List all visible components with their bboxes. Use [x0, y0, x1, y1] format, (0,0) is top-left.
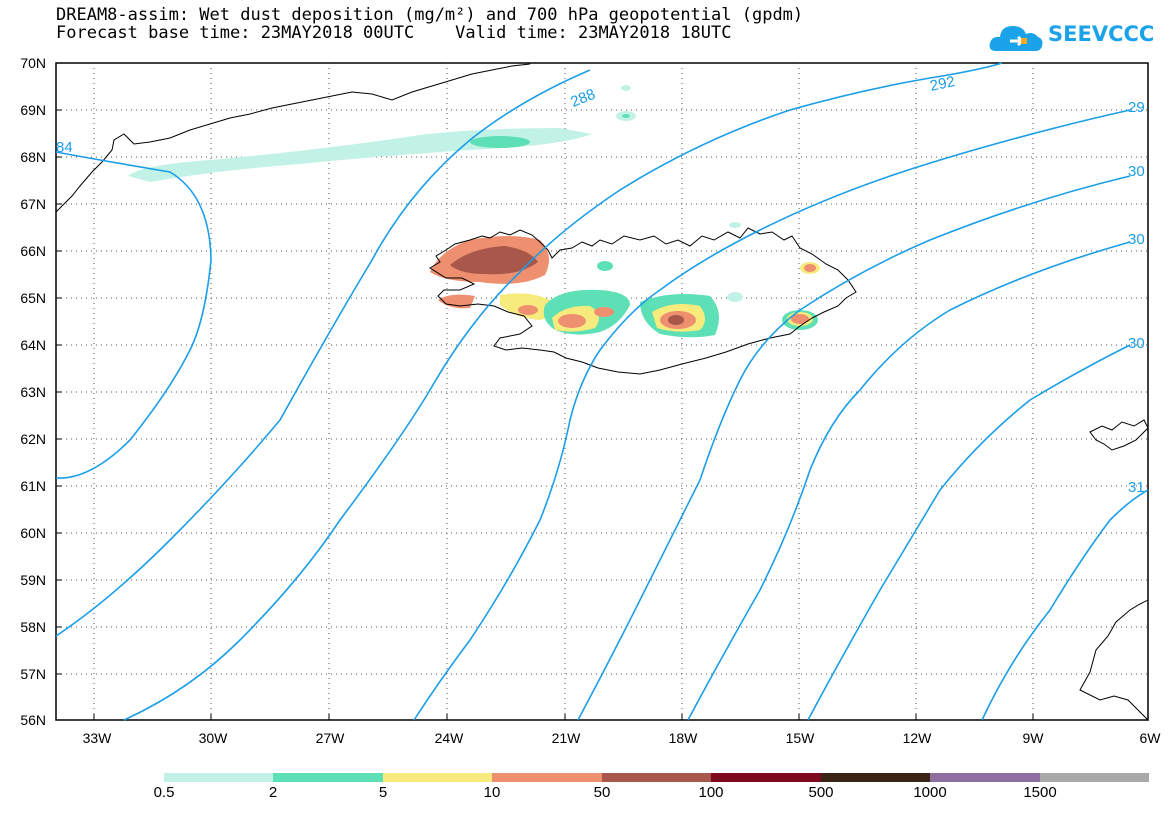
color-legend [164, 773, 1149, 782]
contour-label: 84 [56, 139, 73, 156]
lat-label: 68N [20, 149, 46, 165]
contour-label: 30 [1128, 163, 1145, 180]
lat-label: 63N [20, 384, 46, 400]
map-title-line-2: Forecast base time: 23MAY2018 00UTC Vali… [56, 23, 732, 43]
lat-label: 60N [20, 525, 46, 541]
legend-swatch [820, 773, 931, 782]
lat-label: 65N [20, 290, 46, 306]
legend-swatch [164, 773, 274, 782]
lat-label: 67N [20, 196, 46, 212]
legend-tick-label: 50 [593, 784, 611, 801]
lat-label: 59N [20, 572, 46, 588]
legend-tick-label: 1500 [1023, 784, 1057, 801]
lon-label: 24W [435, 730, 465, 746]
graticule [56, 63, 1148, 720]
legend-swatch [711, 773, 821, 782]
legend-swatch [930, 773, 1040, 782]
legend-tick-label: 2 [268, 784, 278, 801]
lon-label: 33W [83, 730, 113, 746]
logo-text: SEEVCCC [1048, 22, 1155, 46]
lat-label: 56N [20, 712, 46, 728]
legend-tick-label: 100 [698, 784, 724, 801]
contour-label: 31 [1128, 479, 1145, 496]
legend-tick-label: 1000 [913, 784, 947, 801]
lat-label: 57N [20, 666, 46, 682]
lon-label: 15W [786, 730, 816, 746]
lon-label: 12W [903, 730, 933, 746]
legend-swatch [273, 773, 383, 782]
lon-label: 9W [1023, 730, 1045, 746]
legend-swatch [1039, 773, 1149, 782]
legend-swatch [382, 773, 493, 782]
lat-label: 69N [20, 102, 46, 118]
contour-label: 29 [1128, 99, 1145, 116]
lon-label: 6W [1140, 730, 1162, 746]
cloud-icon [989, 26, 1043, 51]
lon-label: 21W [552, 730, 582, 746]
lat-label: 61N [20, 478, 46, 494]
legend-tick-label: 5 [378, 784, 388, 801]
lon-label: 27W [316, 730, 346, 746]
legend-tick-label: 500 [808, 784, 834, 801]
legend-tick-label: 0.5 [153, 784, 175, 801]
legend-tick-label: 10 [483, 784, 501, 801]
contour-label: 30 [1128, 231, 1145, 248]
lat-label: 58N [20, 619, 46, 635]
legend-swatch [601, 773, 712, 782]
lat-label: 70N [20, 55, 46, 71]
map-title-line-1: DREAM8-assim: Wet dust deposition (mg/m²… [56, 5, 804, 25]
contour-label: 30 [1128, 335, 1145, 352]
lon-label: 30W [199, 730, 229, 746]
map-panel: 70N 69N 68N 67N 66N 65N 64N 63N 62N 61N … [20, 55, 1162, 746]
lat-label: 64N [20, 337, 46, 353]
lon-label: 18W [669, 730, 699, 746]
contour-label: 292 [928, 73, 956, 95]
axis-ticks [56, 62, 1034, 720]
geopotential-contours [55, 62, 1149, 721]
legend-swatch [492, 773, 602, 782]
lat-label: 62N [20, 431, 46, 447]
coastline [55, 63, 1149, 722]
lat-label: 66N [20, 243, 46, 259]
